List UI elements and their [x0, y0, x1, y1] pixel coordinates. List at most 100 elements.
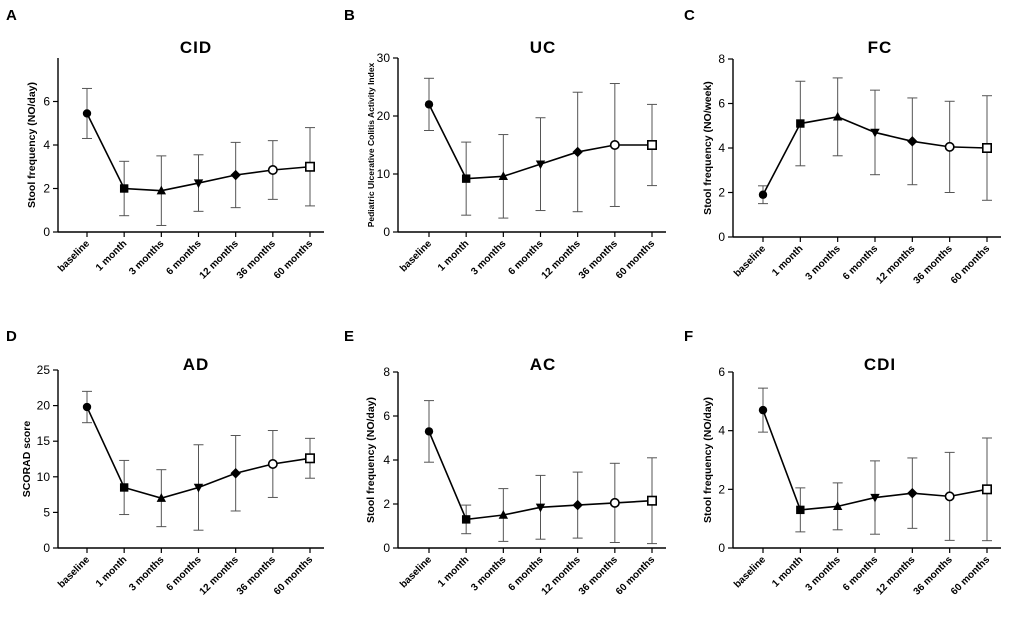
data-point [461, 174, 471, 183]
x-tick-label: 36 months [577, 554, 620, 597]
y-tick-label: 0 [718, 230, 725, 244]
x-tick-label: 3 months [804, 554, 844, 594]
x-tick-label: 6 months [841, 243, 881, 283]
x-tick-label: 6 months [506, 554, 546, 594]
panel-letter: A [6, 7, 17, 24]
chart-title: UC [530, 38, 557, 57]
data-point [944, 141, 955, 152]
y-tick-label: 0 [383, 541, 390, 555]
data-point [572, 499, 583, 511]
x-tick-label: 60 months [272, 238, 315, 281]
data-point [119, 184, 129, 193]
data-point [870, 493, 880, 503]
data-point [832, 501, 843, 511]
data-point [758, 405, 768, 415]
x-tick-label: 36 months [912, 243, 955, 286]
x-tick-label: baseline [732, 554, 768, 590]
data-point [424, 427, 434, 436]
y-tick-label: 4 [43, 138, 50, 152]
data-point [609, 497, 620, 508]
data-point [498, 171, 509, 181]
chart-panel-d: D AD 0 5 10 15 20 25 SCORAD score baseline 1 month… [6, 328, 324, 597]
x-tick-label: 1 month [94, 238, 129, 273]
x-tick-label: 3 months [127, 238, 167, 278]
x-tick-label: 3 months [469, 554, 509, 594]
data-point [424, 100, 434, 109]
y-tick-label: 10 [377, 167, 391, 181]
x-tick-label: 12 months [540, 238, 583, 281]
data-point [82, 109, 92, 118]
y-tick-label: 6 [383, 409, 390, 423]
x-tick-label: 1 month [770, 554, 805, 589]
y-tick-label: 20 [37, 399, 51, 413]
data-point [304, 453, 315, 464]
data-point [981, 143, 992, 154]
x-tick-label: 12 months [198, 554, 241, 597]
y-axis-label: Stool frequency (NO/week) [702, 81, 714, 215]
data-point [498, 510, 509, 519]
data-point [796, 505, 805, 515]
data-point [535, 503, 546, 513]
x-tick-label: 1 month [770, 243, 805, 278]
x-tick-label: 12 months [198, 238, 241, 281]
x-tick-label: baseline [398, 238, 434, 274]
data-point [535, 160, 546, 170]
panel-letter: E [344, 328, 354, 345]
y-tick-label: 2 [718, 186, 725, 200]
x-tick-label: baseline [56, 238, 92, 274]
x-tick-label: 6 months [506, 238, 546, 278]
x-tick-label: 12 months [874, 243, 917, 286]
y-tick-label: 2 [383, 497, 390, 511]
y-axis-label: SCORAD score [21, 421, 33, 498]
data-point [461, 515, 471, 524]
data-point [944, 491, 955, 502]
y-tick-label: 0 [43, 225, 50, 239]
chart-title: CDI [864, 355, 896, 374]
chart-panel-c: C FC 0 2 4 6 8 Stool frequency (NO/week) baselin… [684, 7, 1001, 286]
data-point [646, 495, 657, 506]
x-tick-label: 36 months [577, 238, 620, 281]
y-tick-label: 0 [718, 541, 725, 555]
y-tick-label: 8 [383, 365, 390, 379]
x-tick-label: 60 months [614, 238, 657, 281]
data-point [796, 119, 805, 128]
y-tick-label: 2 [718, 482, 725, 496]
data-point [609, 140, 620, 151]
y-tick-label: 4 [718, 424, 725, 438]
data-point [82, 402, 92, 412]
panel-letter: D [6, 328, 17, 345]
chart-title: FC [868, 38, 893, 57]
data-point [758, 190, 768, 199]
x-tick-label: 60 months [614, 554, 657, 597]
y-axis-label: Stool frequency (NO/day) [365, 397, 377, 523]
y-tick-label: 10 [37, 470, 51, 484]
data-point [156, 493, 167, 502]
x-tick-label: 1 month [436, 238, 471, 273]
data-point [193, 179, 204, 189]
y-tick-label: 6 [43, 95, 50, 109]
x-tick-label: 1 month [94, 554, 129, 589]
x-tick-label: 36 months [235, 554, 278, 597]
y-tick-label: 4 [383, 453, 390, 467]
panel-letter: F [684, 328, 693, 345]
x-tick-label: 6 months [841, 554, 881, 594]
x-tick-label: 1 month [436, 554, 471, 589]
data-point [832, 111, 843, 121]
y-tick-label: 15 [37, 434, 51, 448]
x-tick-label: 36 months [235, 238, 278, 281]
y-tick-label: 8 [718, 52, 725, 66]
x-tick-label: baseline [56, 554, 92, 590]
chart-panel-e: E AC 0 2 4 6 8 Stool frequency (NO/day) baseline… [344, 328, 666, 597]
chart-panel-a: A CID 0 2 4 6 Stool frequency (NO/day) baseline… [6, 7, 324, 281]
y-axis-label: Pediatric Ulcerative Colitis Activity In… [366, 62, 376, 227]
x-tick-label: 36 months [912, 554, 955, 597]
y-axis-label: Stool frequency (NO/day) [702, 397, 714, 523]
data-point [981, 484, 992, 495]
chart-title: CID [180, 38, 212, 57]
y-tick-label: 0 [383, 225, 390, 239]
x-tick-label: 6 months [164, 238, 204, 278]
data-point [156, 185, 167, 195]
x-tick-label: baseline [732, 243, 768, 279]
data-point [870, 128, 880, 138]
